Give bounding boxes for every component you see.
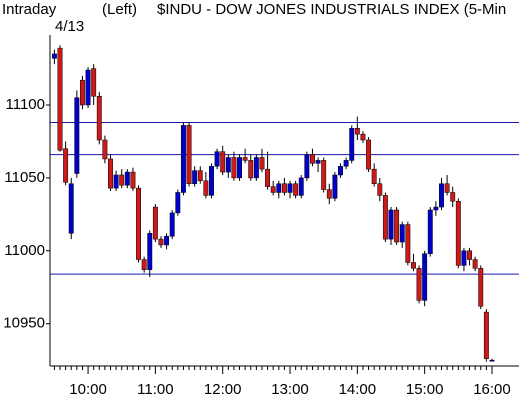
candle-body	[371, 168, 377, 184]
candle-body	[439, 183, 444, 208]
candle-body	[259, 157, 265, 170]
candle-body	[382, 195, 388, 240]
candle-body	[472, 259, 478, 269]
candle-body	[461, 250, 467, 266]
candle-body	[102, 139, 108, 160]
candle-body	[281, 183, 287, 193]
candle-body	[192, 170, 198, 184]
candle-body	[360, 133, 366, 141]
candle-body	[349, 128, 355, 161]
candle-body	[304, 154, 310, 179]
candle-body	[248, 160, 254, 179]
x-tick-label: 10:00	[69, 381, 107, 398]
candle-body	[433, 206, 439, 211]
candle-body	[85, 69, 91, 106]
y-tick-label: 11000	[4, 242, 45, 259]
candle-body	[265, 168, 271, 187]
candle-body	[57, 47, 63, 151]
candle-body	[321, 160, 327, 190]
candle-body	[483, 311, 489, 359]
candle-body	[394, 209, 400, 243]
candle-body	[136, 187, 142, 260]
candle-body	[388, 209, 394, 240]
chart-title: $INDU - DOW JONES INDUSTRIALS INDEX (5-M…	[157, 1, 506, 18]
candle-body	[343, 160, 349, 167]
y-tick-label: 11050	[4, 169, 45, 186]
candle-body	[141, 259, 147, 271]
candle-body	[399, 224, 405, 243]
candle-body	[444, 183, 450, 193]
candle-body	[80, 79, 85, 106]
candle-body	[326, 189, 332, 199]
candle-body	[68, 183, 74, 234]
candle-body	[169, 212, 175, 237]
candle-body	[209, 165, 214, 196]
candle-body	[186, 125, 192, 184]
candle-body	[366, 139, 372, 170]
candle-body	[410, 262, 416, 269]
candle-body	[489, 359, 495, 362]
candle-body	[63, 148, 69, 183]
date-label: 4/13	[55, 18, 84, 35]
x-tick-label: 11:00	[137, 381, 173, 398]
candle-body	[478, 268, 484, 307]
candle-body	[315, 160, 321, 164]
header-left: Intraday	[2, 1, 57, 18]
candle-body	[51, 53, 57, 59]
candle-body	[108, 158, 113, 189]
candle-body	[152, 206, 158, 240]
candle-body	[354, 128, 360, 135]
x-tick-label: 15:00	[406, 381, 444, 398]
y-tick-label: 10950	[3, 315, 45, 332]
candle-body	[231, 157, 237, 179]
header-mode: (Left)	[102, 1, 137, 18]
candle-body	[338, 165, 343, 176]
candle-body	[96, 95, 102, 141]
candle-body	[147, 233, 153, 271]
candle-body	[287, 183, 293, 193]
candle-body	[158, 238, 164, 246]
x-tick-label: 16:00	[473, 381, 511, 398]
candle-body	[74, 97, 80, 174]
candle-body	[164, 235, 170, 246]
candle-body	[427, 209, 433, 254]
candle-body	[91, 68, 97, 97]
candle-body	[130, 171, 136, 189]
candle-body	[237, 157, 242, 179]
candle-body	[253, 157, 259, 179]
candle-body	[450, 192, 456, 202]
candle-body	[214, 151, 220, 167]
candle-body	[119, 174, 125, 186]
candle-body	[175, 192, 181, 214]
candle-body	[276, 183, 282, 193]
candle-body	[467, 250, 472, 260]
candle-body	[310, 154, 315, 164]
y-tick-label: 11100	[6, 96, 46, 113]
candle-body	[270, 186, 276, 193]
candle-body	[220, 151, 226, 173]
candle-body	[298, 177, 304, 196]
candle-body	[242, 157, 248, 161]
candle-body	[416, 268, 422, 301]
candle-body	[113, 174, 119, 189]
candle-body	[422, 253, 428, 301]
x-tick-label: 12:00	[204, 381, 242, 398]
x-tick-label: 13:00	[271, 381, 309, 398]
candle-body	[225, 157, 231, 173]
candle-body	[405, 224, 411, 263]
candle-body	[293, 183, 299, 196]
x-tick-label: 14:00	[339, 381, 377, 398]
candle-body	[180, 125, 186, 193]
candle-body	[124, 171, 130, 186]
candle-body	[455, 200, 461, 266]
candle-body	[332, 174, 338, 199]
candle-body	[203, 180, 209, 196]
candle-body	[377, 183, 383, 196]
candle-body	[197, 170, 203, 182]
